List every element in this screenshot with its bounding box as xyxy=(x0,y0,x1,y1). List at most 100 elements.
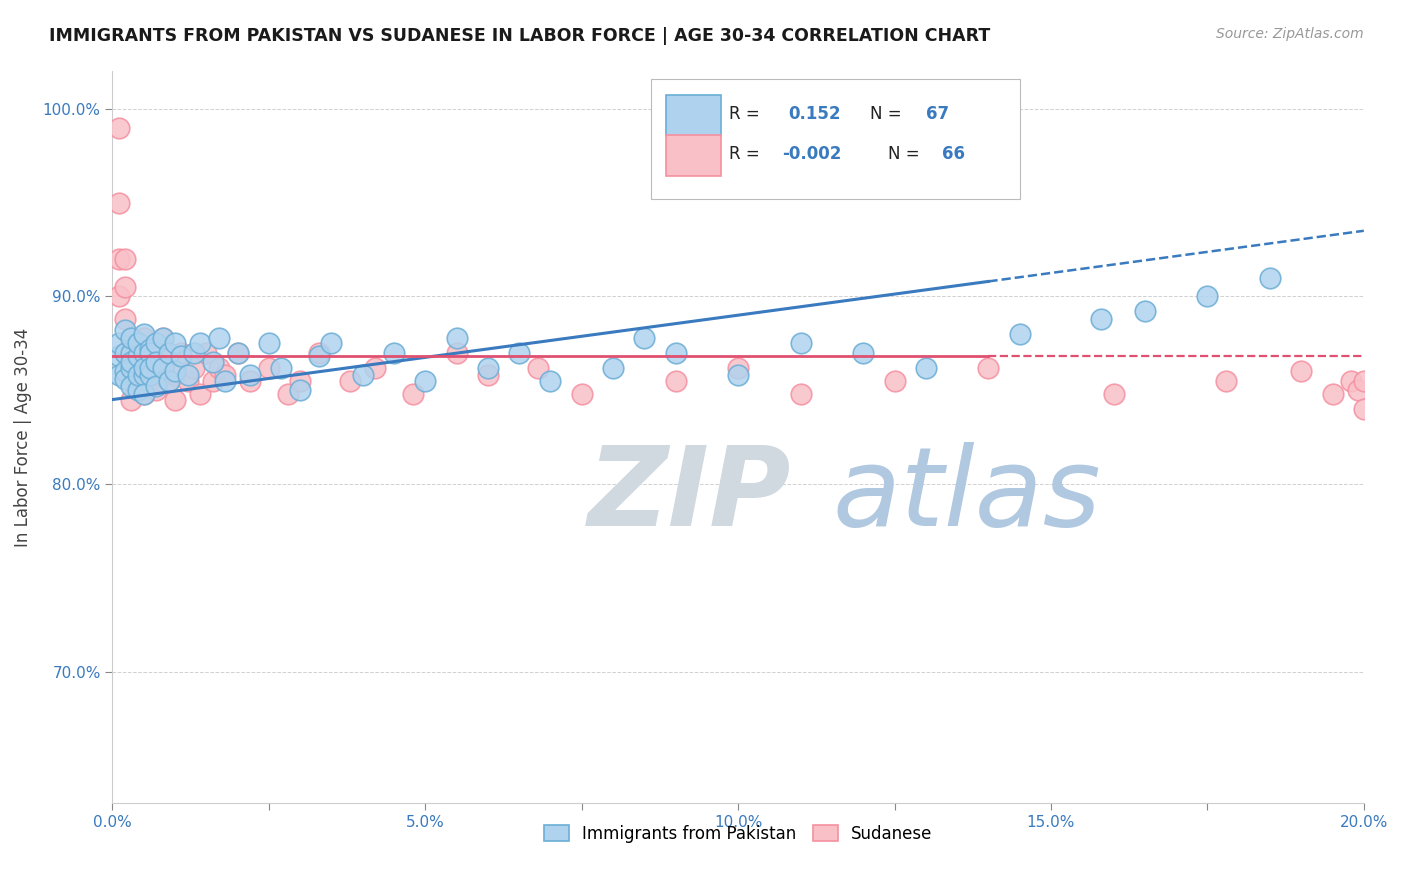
Point xyxy=(120,360,142,375)
Point xyxy=(163,368,186,383)
Point xyxy=(188,336,211,351)
Point xyxy=(145,383,167,397)
Point xyxy=(1353,401,1375,416)
Point xyxy=(1197,289,1219,303)
Point xyxy=(120,392,142,407)
Point xyxy=(120,345,142,359)
FancyBboxPatch shape xyxy=(651,78,1019,200)
Point xyxy=(120,379,142,393)
Point xyxy=(145,379,167,393)
Point xyxy=(1340,374,1362,388)
Point xyxy=(163,336,186,351)
Point xyxy=(127,336,149,351)
Legend: Immigrants from Pakistan, Sudanese: Immigrants from Pakistan, Sudanese xyxy=(537,818,939,849)
Point xyxy=(382,345,405,359)
Point xyxy=(152,360,174,375)
Point xyxy=(127,336,149,351)
Point xyxy=(527,360,550,375)
Text: 0.152: 0.152 xyxy=(789,104,841,123)
Point xyxy=(127,360,149,375)
Point xyxy=(176,374,198,388)
Point xyxy=(114,252,136,266)
Point xyxy=(195,345,218,359)
Point xyxy=(188,387,211,401)
Point xyxy=(145,336,167,351)
Point xyxy=(602,360,624,375)
Text: R =: R = xyxy=(730,104,761,123)
Text: R =: R = xyxy=(730,145,761,163)
Point xyxy=(239,374,262,388)
Text: ZIP: ZIP xyxy=(588,442,792,549)
Point xyxy=(402,387,425,401)
Point xyxy=(1347,383,1369,397)
Point xyxy=(107,120,129,135)
Point xyxy=(107,289,129,303)
Point xyxy=(201,374,224,388)
Point xyxy=(120,355,142,369)
Point xyxy=(352,368,374,383)
Point xyxy=(321,336,343,351)
Point xyxy=(132,368,155,383)
Point xyxy=(114,364,136,378)
Point xyxy=(157,345,180,359)
Point xyxy=(163,392,186,407)
Text: IMMIGRANTS FROM PAKISTAN VS SUDANESE IN LABOR FORCE | AGE 30-34 CORRELATION CHAR: IMMIGRANTS FROM PAKISTAN VS SUDANESE IN … xyxy=(49,27,990,45)
Point xyxy=(790,387,813,401)
Point xyxy=(152,331,174,345)
Point xyxy=(477,368,499,383)
Point xyxy=(114,280,136,294)
Point xyxy=(114,312,136,326)
Point xyxy=(145,355,167,369)
Text: 67: 67 xyxy=(927,104,949,123)
Point xyxy=(201,355,224,369)
Point xyxy=(132,368,155,383)
Point xyxy=(446,345,468,359)
Point xyxy=(183,360,205,375)
Point xyxy=(308,345,330,359)
Point xyxy=(415,374,437,388)
Point xyxy=(157,350,180,364)
Point xyxy=(727,368,749,383)
Point xyxy=(170,350,193,364)
Point xyxy=(120,360,142,375)
Point xyxy=(170,345,193,359)
Point xyxy=(139,374,162,388)
Point xyxy=(107,195,129,210)
Point xyxy=(1102,387,1125,401)
Point xyxy=(127,350,149,364)
Point xyxy=(239,368,262,383)
Text: N =: N = xyxy=(869,104,901,123)
Point xyxy=(977,360,1000,375)
Point xyxy=(152,368,174,383)
Point xyxy=(114,323,136,337)
Point xyxy=(664,374,686,388)
Point xyxy=(152,360,174,375)
Point xyxy=(114,372,136,386)
Point xyxy=(120,331,142,345)
Point xyxy=(208,331,231,345)
Point xyxy=(1353,374,1375,388)
Point xyxy=(132,360,155,375)
Point xyxy=(107,336,129,351)
Point xyxy=(339,374,361,388)
Point xyxy=(214,374,236,388)
Point xyxy=(226,345,249,359)
Point xyxy=(277,387,299,401)
Point xyxy=(120,368,142,383)
Point xyxy=(127,383,149,397)
Point xyxy=(114,345,136,359)
Point xyxy=(290,383,312,397)
Point xyxy=(120,331,142,345)
Point xyxy=(664,345,686,359)
Point xyxy=(176,368,198,383)
FancyBboxPatch shape xyxy=(665,135,721,176)
Point xyxy=(139,345,162,359)
Point xyxy=(139,360,162,375)
Point xyxy=(727,360,749,375)
Point xyxy=(633,331,655,345)
Point xyxy=(107,350,129,364)
Text: 66: 66 xyxy=(942,145,965,163)
Point xyxy=(364,360,387,375)
Point xyxy=(790,336,813,351)
Point xyxy=(883,374,905,388)
